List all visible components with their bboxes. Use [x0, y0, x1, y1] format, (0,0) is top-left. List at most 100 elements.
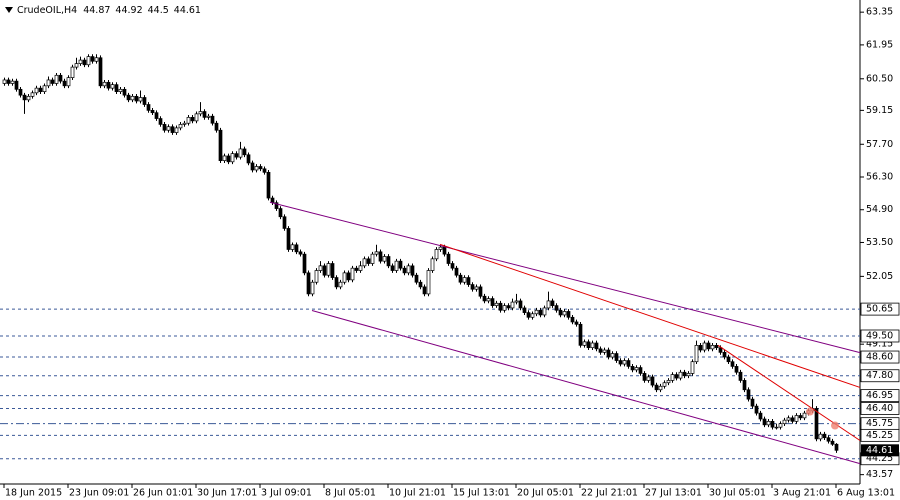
candle-body [166, 126, 171, 131]
candle-body [326, 263, 331, 276]
x-tick-label: 15 Jul 13:01 [453, 488, 510, 499]
candle-body [826, 437, 831, 442]
candle-body [18, 88, 23, 96]
candle-body [634, 367, 639, 371]
candle-body [266, 171, 271, 199]
level-label-box [860, 402, 900, 415]
candle-body [682, 371, 687, 377]
candle-body [198, 111, 203, 115]
candle-body [650, 376, 655, 386]
y-tick-label: 63.35 [866, 7, 893, 18]
candle-body [230, 153, 235, 163]
candle-body [210, 115, 215, 124]
candle-body [802, 412, 807, 419]
candle-body [398, 260, 403, 269]
candle-body [830, 440, 835, 445]
candle-body [94, 57, 99, 62]
marker [831, 421, 839, 430]
candle-body [538, 309, 543, 316]
candle-body [314, 270, 319, 283]
candle-body [586, 341, 591, 349]
candle-body [742, 380, 747, 391]
candle-body [478, 286, 483, 297]
candle-body [422, 286, 427, 295]
candle-body [394, 260, 399, 271]
candle-body [778, 423, 783, 428]
candle-body [358, 265, 363, 271]
candle-body [822, 433, 827, 439]
candle-body [494, 302, 499, 306]
x-tick-label: 8 Jul 05:01 [325, 488, 376, 499]
level-label-box [860, 428, 900, 442]
candle-body [490, 298, 495, 306]
y-tick-label: 61.95 [866, 39, 893, 50]
candle-body [714, 344, 719, 349]
candle-body [474, 286, 479, 290]
candle-body [762, 418, 767, 426]
candle-body [702, 342, 707, 351]
candle-body [510, 301, 515, 309]
candle-body [106, 81, 111, 89]
candle-body [430, 258, 435, 271]
candle-body [22, 94, 27, 101]
candle-body [102, 81, 107, 87]
candle-body [678, 371, 683, 379]
candle-body [534, 309, 539, 315]
candle-body [458, 274, 463, 283]
candle-body [238, 148, 243, 158]
trendline [439, 243, 861, 388]
candle-body [134, 95, 139, 102]
candle-body [38, 87, 43, 93]
candle-body [746, 389, 751, 400]
candle-body [590, 342, 595, 349]
candle-body [258, 166, 263, 170]
candle-body [502, 305, 507, 311]
candle-body [66, 77, 71, 87]
candle-body [670, 374, 675, 381]
candle-body [2, 79, 7, 84]
y-tick-label: 60.50 [866, 73, 893, 84]
symbol: CrudeOIL,H4 [17, 5, 77, 16]
candle-body [470, 284, 475, 290]
candle-body [178, 124, 183, 129]
candle-body [602, 349, 607, 353]
candle-body [658, 385, 663, 391]
candle-body [58, 74, 63, 82]
candle-body [350, 267, 355, 281]
level-label: 49.50 [866, 330, 893, 341]
candle-body [30, 92, 35, 97]
candle-body [550, 300, 555, 306]
candle-body [406, 265, 411, 274]
candle-body [54, 74, 59, 84]
candle-body [818, 433, 823, 440]
candle-body [414, 274, 419, 283]
candle-body [338, 281, 343, 288]
level-label-box [860, 302, 900, 316]
candle-body [78, 59, 83, 64]
candle-body [558, 309, 563, 316]
candle-body [674, 374, 679, 379]
candle-body [462, 277, 467, 283]
y-tick-label: 49.15 [866, 339, 893, 350]
candle-body [70, 66, 75, 78]
y-tick-label: 57.70 [866, 139, 893, 150]
level-label: 45.75 [866, 418, 893, 429]
candle-body [138, 97, 143, 102]
candle-body [174, 127, 179, 133]
candle-body [774, 426, 779, 429]
x-tick-label: 27 Jul 13:01 [645, 488, 702, 499]
level-label-box [860, 369, 900, 383]
candle-body [638, 367, 643, 374]
candle-body [530, 313, 535, 318]
candle-body [98, 57, 103, 87]
candle-body [330, 263, 335, 278]
candle-body [730, 361, 735, 367]
candle-body [666, 380, 671, 384]
candle-body [574, 321, 579, 325]
candle-body [610, 353, 615, 358]
candle-body [26, 95, 31, 101]
candle-body [90, 56, 95, 62]
y-tick-label: 43.57 [866, 469, 893, 480]
level-label-box [860, 350, 900, 364]
